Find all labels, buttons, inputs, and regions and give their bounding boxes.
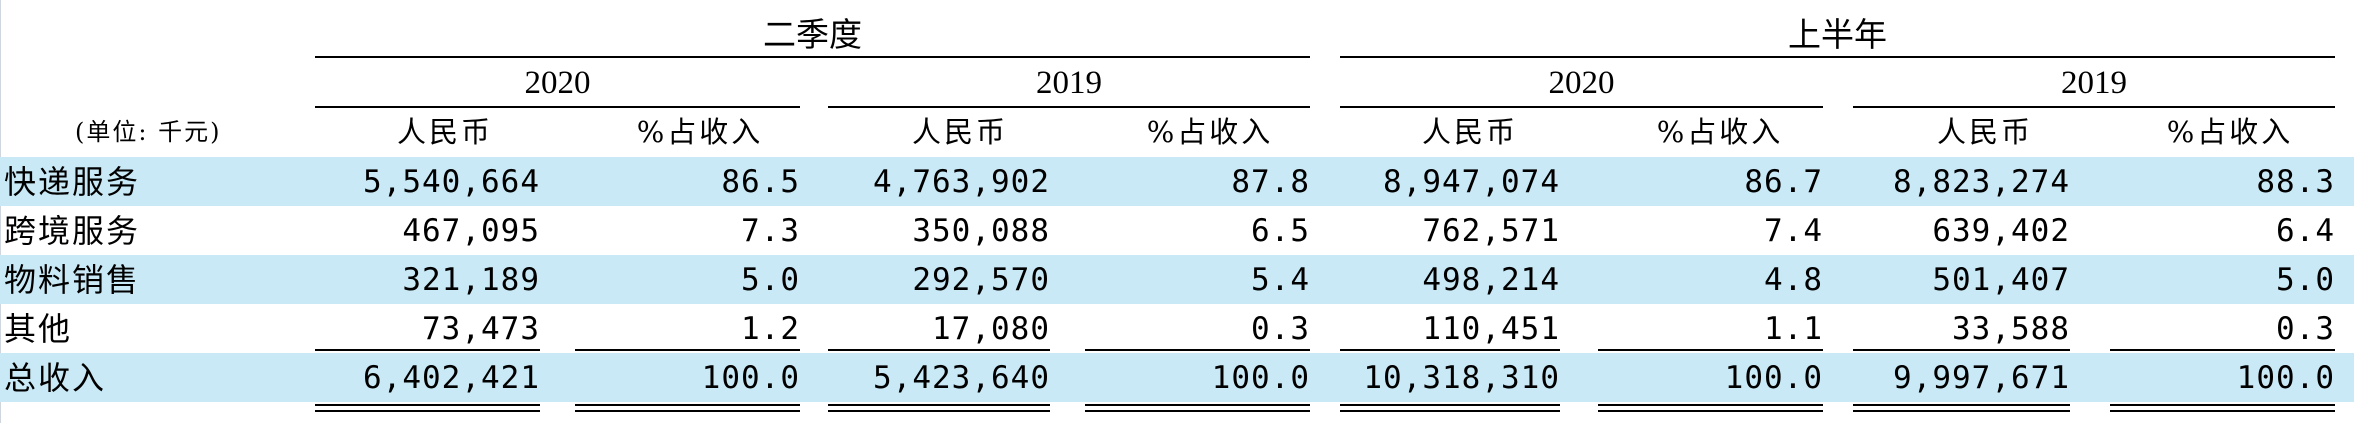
row-label-crossborder: 跨境服务 [4, 212, 141, 250]
table-cell: 7.3 [741, 213, 800, 249]
table-cell: 9,997,671 [1893, 360, 2070, 396]
subtotal-rule [315, 349, 540, 351]
total-double-rule [1598, 410, 1823, 412]
unit-label: (单位: 千元) [75, 118, 222, 146]
subtotal-rule [1340, 349, 1560, 351]
col-header-rmb: 人民币 [1936, 115, 2033, 149]
group-rule-q2 [315, 56, 1310, 58]
total-double-rule [1853, 410, 2070, 412]
table-cell: 87.8 [1231, 164, 1310, 200]
col-header-rmb: 人民币 [1421, 115, 1518, 149]
subtotal-rule [2110, 349, 2335, 351]
col-header-pct: %占收入 [1146, 115, 1274, 149]
subtotal-rule [1853, 349, 2070, 351]
table-cell: 1.2 [741, 311, 800, 347]
table-cell: 5.0 [741, 262, 800, 298]
year-header-q2-2019: 2019 [1036, 65, 1102, 101]
table-cell: 100.0 [2236, 360, 2335, 396]
row-label-total: 总收入 [4, 359, 107, 397]
col-header-pct: %占收入 [2166, 115, 2294, 149]
table-cell: 5.0 [2276, 262, 2335, 298]
table-cell: 5,423,640 [873, 360, 1050, 396]
table-cell: 1.1 [1764, 311, 1823, 347]
table-cell: 639,402 [1932, 213, 2070, 249]
year-header-h1-2019: 2019 [2061, 65, 2127, 101]
table-cell: 5.4 [1251, 262, 1310, 298]
year-header-h1-2020: 2020 [1548, 65, 1615, 101]
table-cell: 762,571 [1422, 213, 1560, 249]
table-cell: 33,588 [1952, 311, 2070, 347]
total-double-rule [1598, 404, 1823, 406]
subtotal-rule [575, 349, 800, 351]
table-cell: 8,947,074 [1383, 164, 1560, 200]
col-header-rmb: 人民币 [396, 115, 493, 149]
table-cell: 467,095 [402, 213, 540, 249]
year-rule [1853, 106, 2335, 108]
subtotal-rule [1598, 349, 1823, 351]
table-cell: 73,473 [422, 311, 540, 347]
year-rule [1340, 106, 1823, 108]
table-cell: 5,540,664 [363, 164, 540, 200]
table-cell: 6.5 [1251, 213, 1310, 249]
total-double-rule [2110, 410, 2335, 412]
table-cell: 0.3 [2276, 311, 2335, 347]
group-header-h1: 上半年 [1788, 15, 1887, 54]
table-cell: 498,214 [1422, 262, 1560, 298]
group-rule-h1 [1340, 56, 2335, 58]
table-cell: 7.4 [1764, 213, 1823, 249]
total-double-rule [1340, 404, 1560, 406]
row-band-express [0, 157, 2354, 206]
col-header-pct: %占收入 [1656, 115, 1784, 149]
total-double-rule [2110, 404, 2335, 406]
subtotal-rule [828, 349, 1050, 351]
total-double-rule [315, 404, 540, 406]
row-label-express: 快递服务 [4, 163, 141, 201]
table-cell: 292,570 [912, 262, 1050, 298]
total-double-rule [1340, 410, 1560, 412]
row-label-materials: 物料销售 [4, 261, 141, 299]
table-cell: 110,451 [1422, 311, 1560, 347]
table-cell: 501,407 [1932, 262, 2070, 298]
table-cell: 86.5 [721, 164, 800, 200]
col-header-rmb: 人民币 [911, 115, 1008, 149]
total-double-rule [315, 410, 540, 412]
table-cell: 350,088 [912, 213, 1050, 249]
table-cell: 88.3 [2256, 164, 2335, 200]
total-double-rule [1085, 410, 1310, 412]
table-cell: 6,402,421 [363, 360, 540, 396]
group-header-q2: 二季度 [763, 15, 862, 54]
row-label-other: 其他 [4, 310, 73, 348]
year-rule [315, 106, 800, 108]
year-rule [828, 106, 1310, 108]
col-header-pct: %占收入 [636, 115, 764, 149]
total-double-rule [1853, 404, 2070, 406]
table-cell: 17,080 [932, 311, 1050, 347]
table-cell: 8,823,274 [1893, 164, 2070, 200]
table-cell: 86.7 [1744, 164, 1823, 200]
left-border [0, 0, 1, 423]
total-double-rule [828, 404, 1050, 406]
total-double-rule [1085, 404, 1310, 406]
row-band-materials [0, 255, 2354, 304]
table-cell: 4,763,902 [873, 164, 1050, 200]
table-cell: 100.0 [1724, 360, 1823, 396]
table-cell: 4.8 [1764, 262, 1823, 298]
subtotal-rule [1085, 349, 1310, 351]
total-double-rule [575, 410, 800, 412]
table-cell: 321,189 [402, 262, 540, 298]
table-cell: 100.0 [701, 360, 800, 396]
row-band-total [0, 353, 2354, 402]
table-cell: 10,318,310 [1363, 360, 1560, 396]
table-cell: 0.3 [1251, 311, 1310, 347]
table-cell: 100.0 [1211, 360, 1310, 396]
table-cell: 6.4 [2276, 213, 2335, 249]
year-header-q2-2020: 2020 [524, 65, 591, 101]
total-double-rule [828, 410, 1050, 412]
total-double-rule [575, 404, 800, 406]
